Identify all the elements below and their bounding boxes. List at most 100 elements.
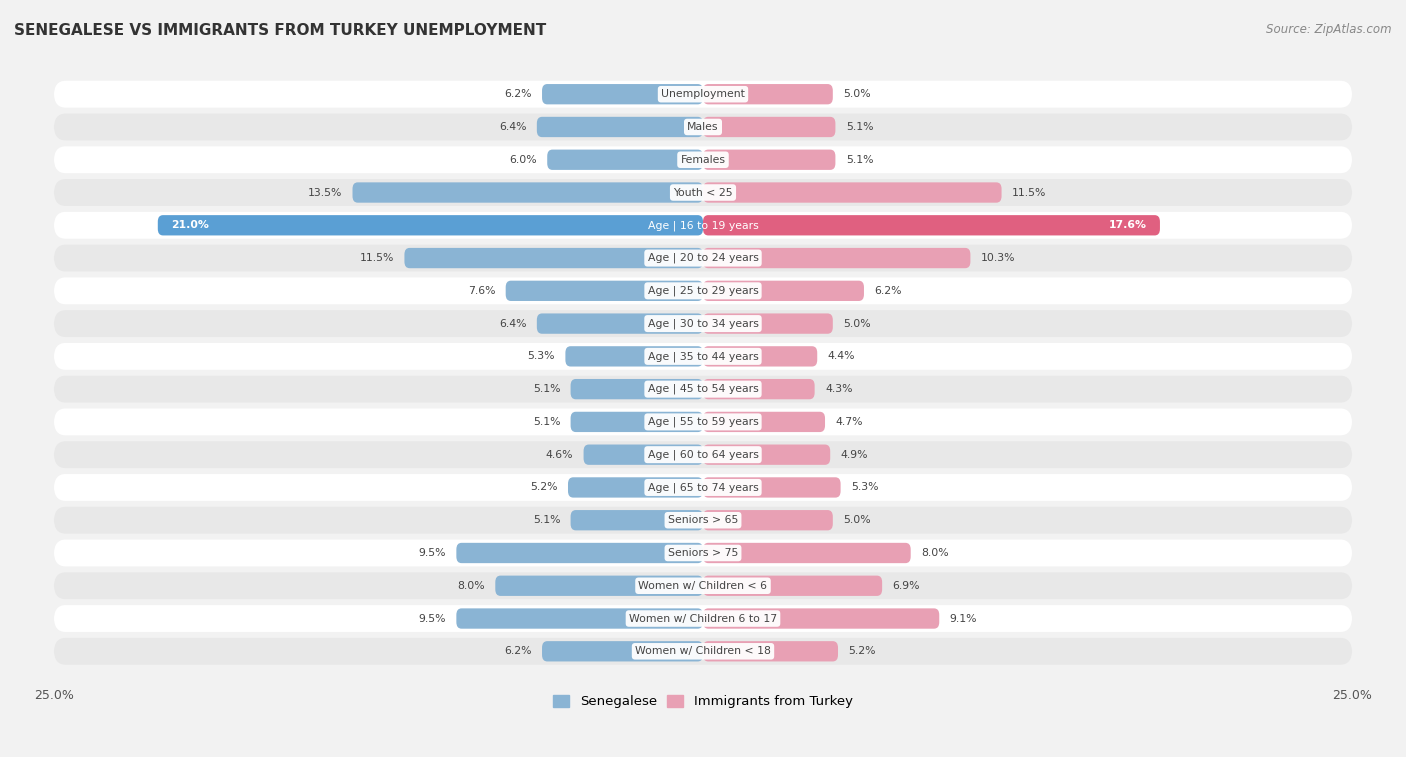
Text: 17.6%: 17.6%: [1109, 220, 1147, 230]
FancyBboxPatch shape: [537, 117, 703, 137]
FancyBboxPatch shape: [543, 641, 703, 662]
FancyBboxPatch shape: [53, 343, 1353, 370]
FancyBboxPatch shape: [53, 605, 1353, 632]
FancyBboxPatch shape: [571, 510, 703, 531]
FancyBboxPatch shape: [547, 150, 703, 170]
FancyBboxPatch shape: [53, 638, 1353, 665]
FancyBboxPatch shape: [157, 215, 703, 235]
Text: 8.0%: 8.0%: [457, 581, 485, 590]
FancyBboxPatch shape: [53, 146, 1353, 173]
FancyBboxPatch shape: [703, 281, 863, 301]
Text: 5.2%: 5.2%: [530, 482, 558, 493]
FancyBboxPatch shape: [53, 375, 1353, 403]
Text: 8.0%: 8.0%: [921, 548, 949, 558]
FancyBboxPatch shape: [703, 84, 832, 104]
Text: 6.4%: 6.4%: [499, 319, 526, 329]
FancyBboxPatch shape: [703, 379, 814, 399]
FancyBboxPatch shape: [53, 572, 1353, 600]
Text: Males: Males: [688, 122, 718, 132]
FancyBboxPatch shape: [703, 478, 841, 497]
Text: 4.6%: 4.6%: [546, 450, 574, 459]
Text: 5.0%: 5.0%: [844, 319, 870, 329]
FancyBboxPatch shape: [703, 313, 832, 334]
FancyBboxPatch shape: [565, 346, 703, 366]
FancyBboxPatch shape: [53, 81, 1353, 107]
Text: 5.1%: 5.1%: [533, 384, 560, 394]
FancyBboxPatch shape: [405, 248, 703, 268]
FancyBboxPatch shape: [703, 543, 911, 563]
Text: 5.3%: 5.3%: [527, 351, 555, 361]
Text: 11.5%: 11.5%: [1012, 188, 1046, 198]
FancyBboxPatch shape: [703, 444, 830, 465]
Text: Age | 55 to 59 years: Age | 55 to 59 years: [648, 416, 758, 427]
Text: Age | 16 to 19 years: Age | 16 to 19 years: [648, 220, 758, 231]
Text: 5.1%: 5.1%: [846, 154, 873, 165]
FancyBboxPatch shape: [457, 609, 703, 628]
Text: 13.5%: 13.5%: [308, 188, 342, 198]
Text: 7.6%: 7.6%: [468, 286, 495, 296]
Legend: Senegalese, Immigrants from Turkey: Senegalese, Immigrants from Turkey: [548, 690, 858, 714]
Text: Seniors > 75: Seniors > 75: [668, 548, 738, 558]
Text: 6.0%: 6.0%: [509, 154, 537, 165]
FancyBboxPatch shape: [53, 212, 1353, 238]
Text: 9.1%: 9.1%: [949, 613, 977, 624]
Text: 6.9%: 6.9%: [893, 581, 920, 590]
Text: 6.4%: 6.4%: [499, 122, 526, 132]
FancyBboxPatch shape: [703, 150, 835, 170]
FancyBboxPatch shape: [703, 346, 817, 366]
Text: SENEGALESE VS IMMIGRANTS FROM TURKEY UNEMPLOYMENT: SENEGALESE VS IMMIGRANTS FROM TURKEY UNE…: [14, 23, 547, 38]
FancyBboxPatch shape: [537, 313, 703, 334]
Text: Age | 65 to 74 years: Age | 65 to 74 years: [648, 482, 758, 493]
Text: 5.3%: 5.3%: [851, 482, 879, 493]
Text: 4.9%: 4.9%: [841, 450, 868, 459]
Text: 5.0%: 5.0%: [844, 89, 870, 99]
Text: 4.4%: 4.4%: [828, 351, 855, 361]
Text: 9.5%: 9.5%: [419, 548, 446, 558]
FancyBboxPatch shape: [495, 575, 703, 596]
FancyBboxPatch shape: [571, 412, 703, 432]
FancyBboxPatch shape: [571, 379, 703, 399]
FancyBboxPatch shape: [53, 474, 1353, 501]
FancyBboxPatch shape: [53, 506, 1353, 534]
FancyBboxPatch shape: [703, 641, 838, 662]
FancyBboxPatch shape: [703, 609, 939, 628]
Text: 4.3%: 4.3%: [825, 384, 852, 394]
Text: 5.1%: 5.1%: [533, 417, 560, 427]
Text: Source: ZipAtlas.com: Source: ZipAtlas.com: [1267, 23, 1392, 36]
FancyBboxPatch shape: [703, 248, 970, 268]
Text: 5.0%: 5.0%: [844, 516, 870, 525]
FancyBboxPatch shape: [703, 575, 882, 596]
Text: 5.2%: 5.2%: [848, 646, 876, 656]
Text: Women w/ Children < 6: Women w/ Children < 6: [638, 581, 768, 590]
Text: 4.7%: 4.7%: [835, 417, 863, 427]
Text: Youth < 25: Youth < 25: [673, 188, 733, 198]
FancyBboxPatch shape: [568, 478, 703, 497]
FancyBboxPatch shape: [703, 215, 1160, 235]
FancyBboxPatch shape: [53, 540, 1353, 566]
Text: Age | 35 to 44 years: Age | 35 to 44 years: [648, 351, 758, 362]
FancyBboxPatch shape: [583, 444, 703, 465]
Text: Unemployment: Unemployment: [661, 89, 745, 99]
FancyBboxPatch shape: [703, 412, 825, 432]
FancyBboxPatch shape: [53, 310, 1353, 337]
Text: 6.2%: 6.2%: [875, 286, 901, 296]
Text: 21.0%: 21.0%: [170, 220, 208, 230]
Text: Seniors > 65: Seniors > 65: [668, 516, 738, 525]
FancyBboxPatch shape: [353, 182, 703, 203]
FancyBboxPatch shape: [53, 441, 1353, 468]
Text: 5.1%: 5.1%: [533, 516, 560, 525]
Text: Age | 20 to 24 years: Age | 20 to 24 years: [648, 253, 758, 263]
Text: Women w/ Children < 18: Women w/ Children < 18: [636, 646, 770, 656]
FancyBboxPatch shape: [53, 277, 1353, 304]
Text: 9.5%: 9.5%: [419, 613, 446, 624]
FancyBboxPatch shape: [703, 510, 832, 531]
Text: Age | 45 to 54 years: Age | 45 to 54 years: [648, 384, 758, 394]
FancyBboxPatch shape: [53, 114, 1353, 140]
Text: 6.2%: 6.2%: [505, 646, 531, 656]
Text: 10.3%: 10.3%: [981, 253, 1015, 263]
FancyBboxPatch shape: [53, 409, 1353, 435]
Text: Age | 25 to 29 years: Age | 25 to 29 years: [648, 285, 758, 296]
Text: 11.5%: 11.5%: [360, 253, 394, 263]
FancyBboxPatch shape: [53, 245, 1353, 272]
FancyBboxPatch shape: [703, 117, 835, 137]
